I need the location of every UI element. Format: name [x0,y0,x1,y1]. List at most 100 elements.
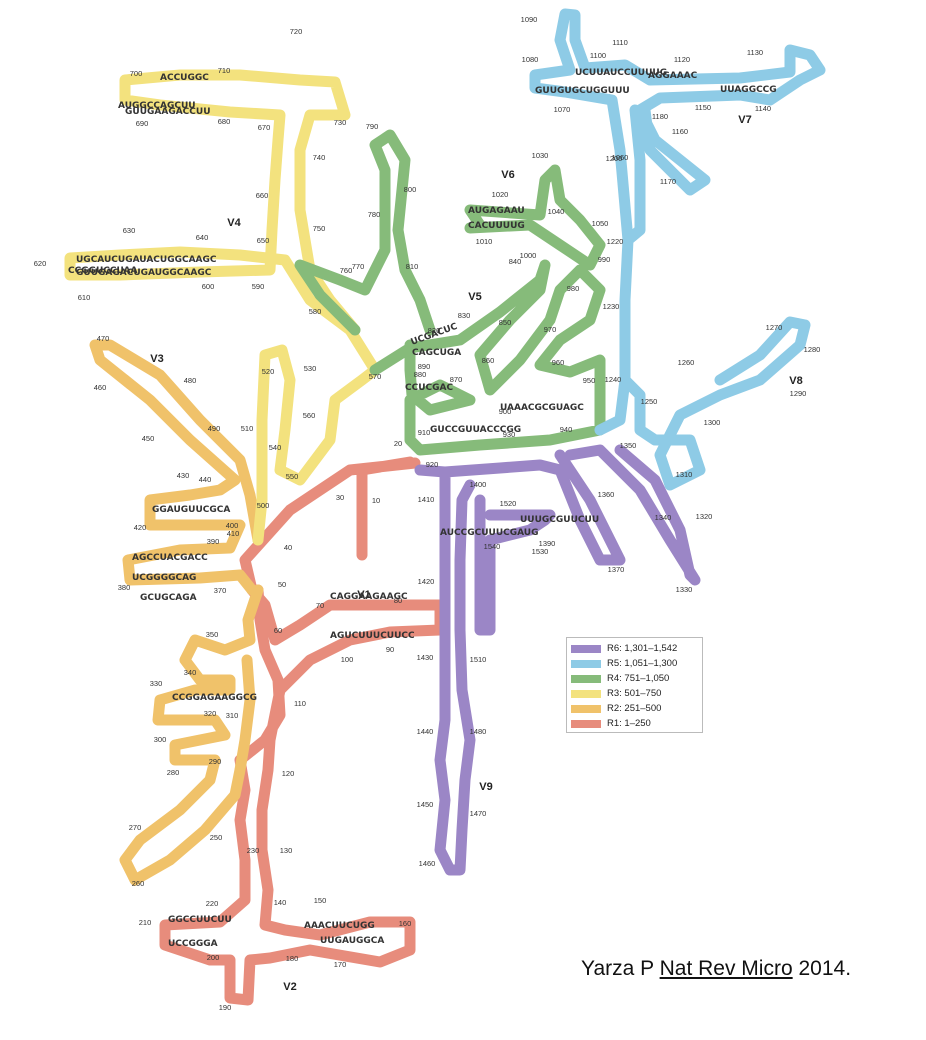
position-marker: 1540 [484,542,501,551]
position-marker: 90 [386,645,394,654]
position-marker: 600 [202,282,215,291]
position-marker: 1120 [674,55,690,64]
sequence-fragment: UCGGGGCAG [132,573,196,583]
variable-region-label-v1: V1 [357,589,370,601]
sequence-fragment: AUGGCCAGCUU [118,101,196,111]
position-marker: 30 [336,493,344,502]
position-marker: 1080 [522,55,539,64]
variable-region-labels: V1 V2 V3 V4 V5 V6 V7 V8 V9 [150,114,802,993]
sequence-fragment: AAACUUCUGG [304,921,375,931]
position-marker: 900 [499,407,512,416]
position-marker: 220 [206,899,219,908]
position-marker: 170 [334,960,347,969]
position-marker: 920 [426,460,439,469]
r2-strand [89,339,264,886]
position-marker: 50 [278,580,286,589]
r6-strand [414,444,701,876]
position-marker: 1340 [655,513,672,522]
position-marker: 630 [123,226,136,235]
position-marker: 690 [136,119,149,128]
position-marker: 1510 [470,655,487,664]
position-marker: 530 [304,364,317,373]
position-marker: 300 [154,735,167,744]
position-marker: 310 [226,711,239,720]
position-marker: 840 [509,257,522,266]
structure-strands [64,8,826,1006]
position-marker: 440 [199,475,212,484]
sequence-fragment: GGAUGUUCGCA [152,505,230,515]
position-marker: 650 [257,236,270,245]
r1-strand [159,456,446,1006]
position-marker: 330 [150,679,163,688]
position-marker: 1180 [652,112,668,121]
position-marker: 800 [404,185,417,194]
position-marker: 1290 [790,389,807,398]
position-marker: 160 [399,919,412,928]
position-marker: 1320 [696,512,713,521]
position-marker: 1010 [476,237,493,246]
position-marker: 460 [94,383,107,392]
position-marker: 1240 [605,375,622,384]
position-marker: 1020 [492,190,509,199]
position-marker: 680 [218,117,231,126]
legend-swatch [571,704,601,713]
position-marker: 660 [256,191,269,200]
position-marker: 110 [294,699,306,708]
position-marker: 1460 [419,859,436,868]
position-marker: 270 [129,823,142,832]
position-marker: 1220 [607,237,624,246]
position-marker: 910 [418,428,431,437]
region-legend: R6: 1,301–1,542 R5: 1,051–1,300 R4: 751–… [566,637,703,733]
position-marker: 450 [142,434,155,443]
position-marker: 700 [130,69,143,78]
sequence-fragment: GUCCGUUACCCGG [430,425,521,435]
position-marker: 1250 [641,397,658,406]
position-marker: 1270 [766,323,783,332]
position-marker: 340 [184,668,197,677]
sequence-fragment: GUUGAAGACCUU [125,107,211,117]
position-marker: 130 [280,846,293,855]
position-marker: 730 [334,118,347,127]
position-marker: 640 [196,233,209,242]
position-marker: 470 [97,334,110,343]
legend-item: R4: 751–1,050 [571,671,698,686]
citation-author: Yarza P [581,957,654,980]
sequence-fragment: UAAACGCGUAGC [500,403,584,413]
position-marker: 1470 [470,809,487,818]
position-marker: 260 [132,879,145,888]
position-marker: 710 [218,66,231,75]
sequence-fragment: UUAGGCCG [720,85,777,95]
position-marker: 940 [560,425,573,434]
legend-item: R2: 251–500 [571,701,698,716]
position-marker: 140 [274,898,287,907]
position-marker: 1030 [532,151,549,160]
position-marker: 100 [341,655,354,664]
position-marker: 1350 [620,441,637,450]
sequence-fragment: UCUUAUCCUUUUG [575,68,667,78]
legend-label: R4: 751–1,050 [607,673,670,684]
position-marker: 40 [284,543,292,552]
position-marker: 1060 [612,153,629,162]
variable-region-label-v5: V5 [468,291,481,303]
position-marker: 810 [406,262,419,271]
citation: Yarza P Nat Rev Micro 2014. [581,957,851,981]
sequence-fragment: UUGAUGGCA [320,936,384,946]
position-marker: 1170 [660,177,676,186]
position-marker: 560 [303,411,316,420]
position-marker: 890 [418,362,431,371]
variable-region-label-v3: V3 [150,353,163,365]
citation-journal-link[interactable]: Nat Rev Micro [659,957,793,980]
sequence-fragment: UCCGGGA [168,939,218,949]
position-marker: 1410 [418,495,435,504]
variable-region-label-v6: V6 [501,169,514,181]
sequence-fragment: AGGAAAC [648,71,698,81]
position-marker: 750 [313,224,326,233]
legend-label: R3: 501–750 [607,688,662,699]
sequence-fragment: GUUGUGCUGGUUU [535,86,630,96]
legend-swatch [571,644,601,653]
sequence-fragment: CCUCGAC [405,383,453,393]
position-marker: 80 [394,596,402,605]
sequence-fragment: GCUGCAGA [140,593,197,603]
position-marker: 290 [209,757,222,766]
